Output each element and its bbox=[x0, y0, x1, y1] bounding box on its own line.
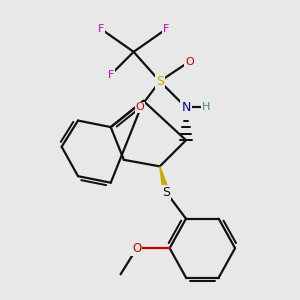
Text: S: S bbox=[156, 75, 164, 88]
Text: F: F bbox=[108, 70, 114, 80]
Text: S: S bbox=[162, 186, 170, 199]
Polygon shape bbox=[160, 167, 169, 193]
Text: N: N bbox=[181, 101, 191, 114]
Text: O: O bbox=[185, 57, 194, 67]
Text: F: F bbox=[163, 24, 170, 34]
Text: O: O bbox=[136, 103, 145, 112]
Text: O: O bbox=[132, 242, 142, 255]
Text: H: H bbox=[201, 103, 210, 112]
Text: F: F bbox=[98, 24, 104, 34]
